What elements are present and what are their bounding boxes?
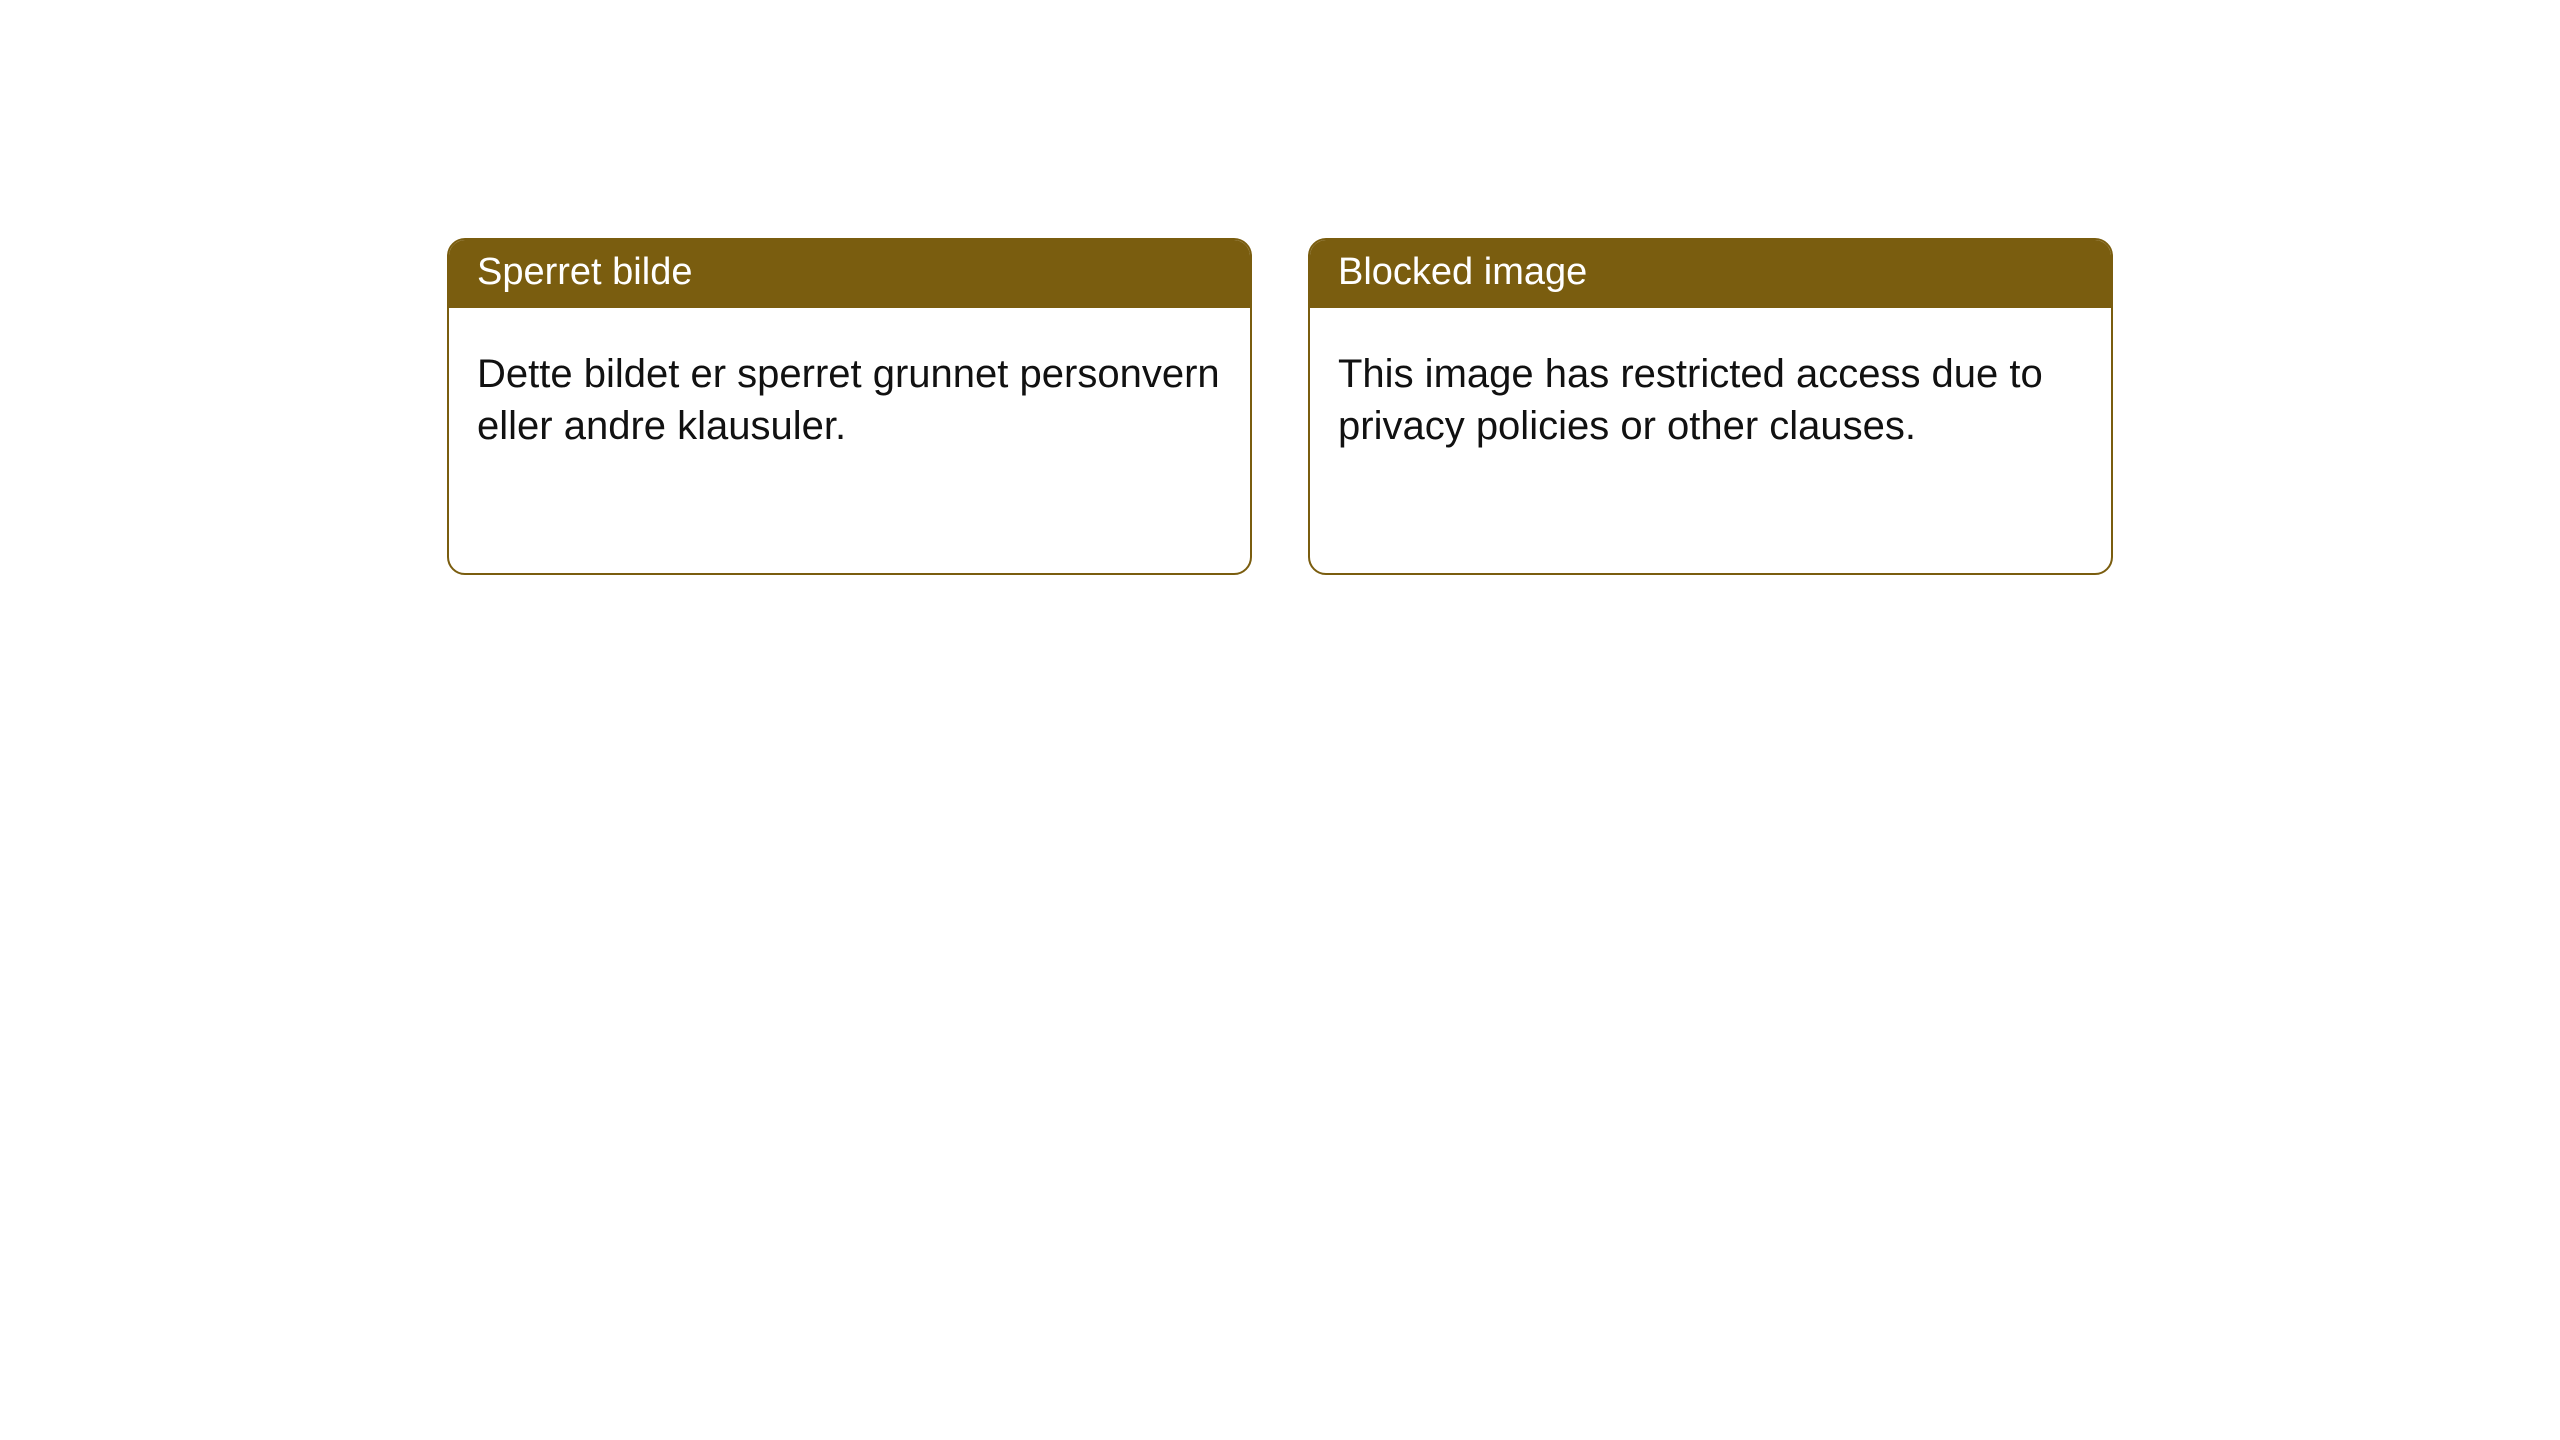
notice-body: This image has restricted access due to … [1310,308,2111,480]
notice-title: Sperret bilde [477,251,692,293]
notice-body-text: This image has restricted access due to … [1338,352,2043,448]
notice-container: Sperret bilde Dette bildet er sperret gr… [0,0,2560,575]
notice-box-english: Blocked image This image has restricted … [1308,238,2113,575]
notice-body-text: Dette bildet er sperret grunnet personve… [477,352,1220,448]
notice-header: Blocked image [1310,240,2111,308]
notice-header: Sperret bilde [449,240,1250,308]
notice-box-norwegian: Sperret bilde Dette bildet er sperret gr… [447,238,1252,575]
notice-body: Dette bildet er sperret grunnet personve… [449,308,1250,480]
notice-title: Blocked image [1338,251,1587,293]
